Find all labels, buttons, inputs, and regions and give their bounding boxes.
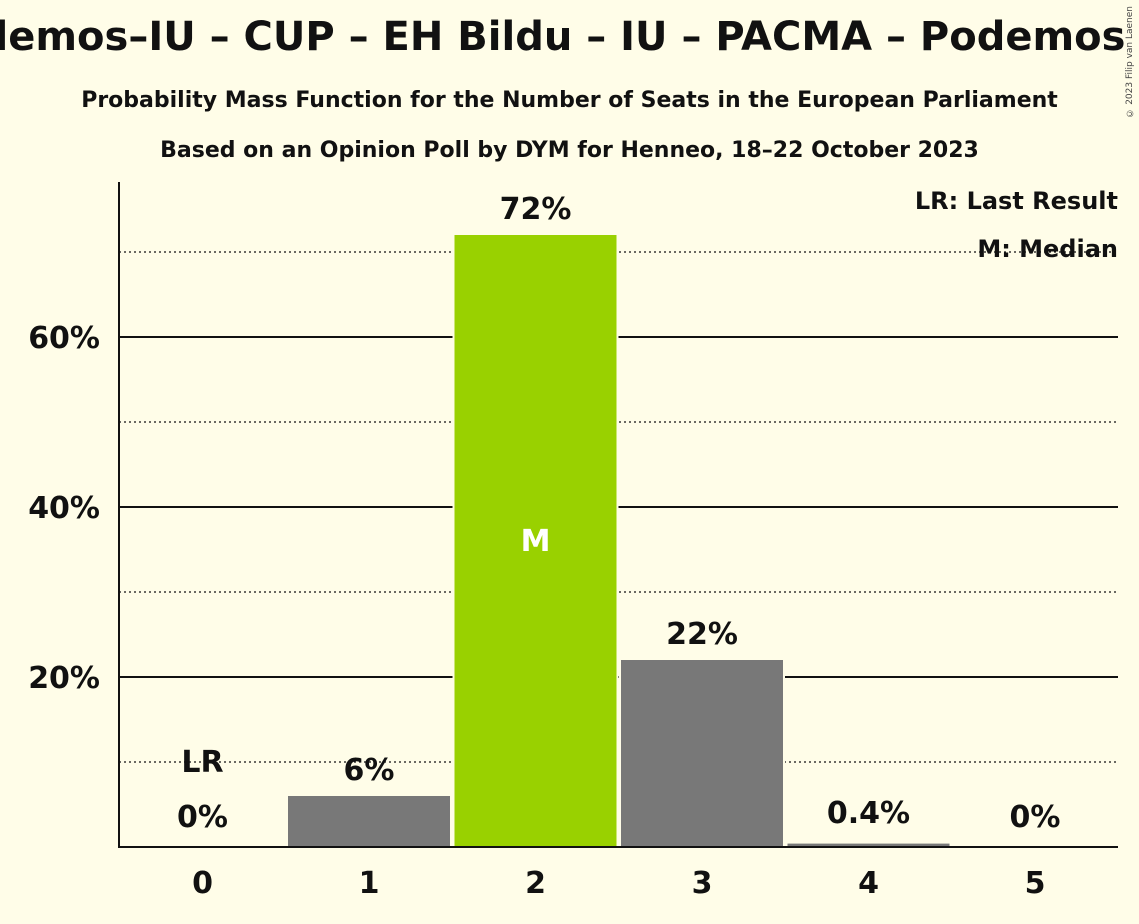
- y-tick-label-40: 40%: [28, 491, 100, 526]
- legend: LR: Last Result M: Median: [915, 187, 1118, 263]
- bars: [286, 235, 952, 847]
- bar-2: [454, 235, 617, 847]
- axes: 20% 40% 60% 0 1 2 3 4 5: [28, 182, 1118, 901]
- chart-subtitle: Probability Mass Function for the Number…: [81, 88, 1058, 113]
- bar-3: [621, 660, 783, 847]
- x-tick-label-3: 3: [692, 866, 713, 901]
- data-label-1: 6%: [344, 753, 395, 788]
- x-tick-label-1: 1: [359, 866, 380, 901]
- legend-median: M: Median: [977, 235, 1118, 263]
- bar-1: [288, 796, 450, 847]
- bar-4: [787, 843, 950, 847]
- chart-title: demos–IU – CUP – EH Bildu – IU – PACMA –…: [0, 14, 1139, 60]
- data-label-5: 0%: [1010, 800, 1061, 835]
- legend-last-result: LR: Last Result: [915, 187, 1118, 215]
- x-tick-label-5: 5: [1025, 866, 1046, 901]
- y-tick-label-20: 20%: [28, 661, 100, 696]
- data-label-2: 72%: [500, 192, 572, 227]
- data-labels: 0% 6% 72% 22% 0.4% 0% M LR: [177, 192, 1060, 835]
- data-label-3: 22%: [666, 617, 738, 652]
- last-result-marker: LR: [181, 745, 223, 780]
- x-tick-label-2: 2: [525, 866, 546, 901]
- chart-subtitle-poll: Based on an Opinion Poll by DYM for Henn…: [160, 138, 979, 163]
- x-tick-label-0: 0: [192, 866, 213, 901]
- y-tick-label-60: 60%: [28, 321, 100, 356]
- x-tick-label-4: 4: [858, 866, 879, 901]
- median-marker: M: [521, 524, 551, 559]
- data-label-4: 0.4%: [827, 796, 910, 831]
- data-label-0: 0%: [177, 800, 228, 835]
